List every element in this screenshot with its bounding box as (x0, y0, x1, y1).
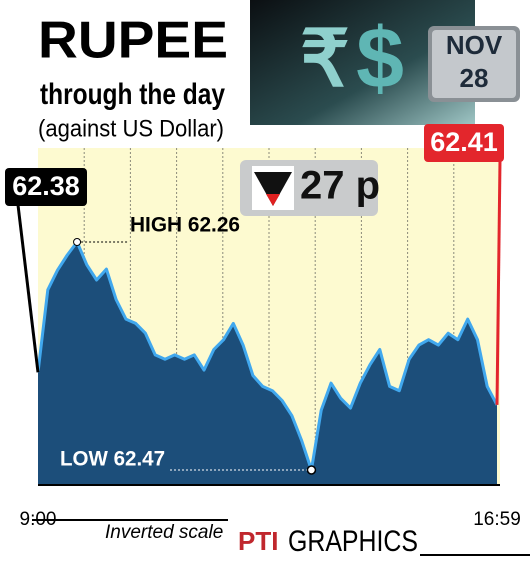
date-day: 28 (460, 63, 489, 93)
date-month: NOV (446, 30, 503, 60)
annotations: 62.38 62.41 HIGH 62.26 LOW 62.47 (5, 124, 504, 475)
low-label: LOW 62.47 (60, 448, 165, 471)
change-icon-tip (266, 194, 280, 206)
change-icon (254, 172, 292, 206)
close-label: 62.41 (430, 127, 498, 157)
credit-agency: PTI (238, 526, 278, 556)
close-box (424, 124, 504, 162)
close-leader (495, 159, 502, 405)
line (36, 240, 499, 472)
date-box-inner (432, 30, 516, 98)
scale-note: Inverted scale (105, 522, 223, 543)
plot (36, 240, 499, 485)
rupee-symbol: ₹ (300, 15, 350, 103)
low-marker (306, 465, 317, 475)
open-leader (16, 204, 40, 373)
open-box (5, 168, 87, 206)
high-label: HIGH 62.26 (130, 214, 240, 237)
area (38, 242, 497, 485)
chart-note: (against US Dollar) (38, 115, 224, 142)
chart-subtitle: through the day (40, 78, 225, 111)
chart-title: RUPEE (38, 12, 228, 70)
credit-text: GRAPHICS (288, 525, 418, 558)
x-tick-label: 16:59 (473, 509, 521, 530)
change-label: 27 p (300, 164, 380, 208)
x-tick-label: 9:00 (20, 509, 57, 530)
high-marker (73, 238, 82, 246)
dollar-symbol: $ (356, 11, 404, 107)
open-label: 62.38 (12, 171, 80, 201)
